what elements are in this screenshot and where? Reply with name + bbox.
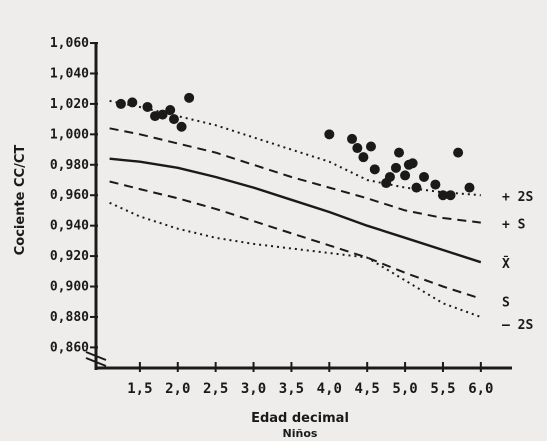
data-point: [165, 105, 176, 115]
data-point: [184, 92, 195, 103]
curve-label: + S: [502, 218, 526, 233]
x-tick-label: 5,5: [430, 381, 455, 397]
data-point: [115, 98, 126, 109]
curve-3: [109, 180, 482, 300]
y-tick-labels: 0,860 0,880 0,900 0,920 0,940 0,960 0,980 1,000…: [50, 36, 98, 355]
curve-label: + 2S: [502, 190, 533, 205]
data-point: [419, 171, 430, 182]
data-point: [390, 162, 401, 173]
reference-curves: [109, 99, 482, 318]
data-point: [464, 182, 475, 193]
x-tick-label: 3,0: [241, 381, 266, 397]
curve-label: S: [502, 296, 510, 311]
data-point: [142, 101, 153, 112]
x-tick-label: 6,0: [468, 381, 493, 397]
data-point: [358, 152, 369, 163]
data-point: [150, 111, 161, 122]
curve-label: X̄: [502, 256, 510, 272]
data-point: [157, 109, 168, 120]
x-tick-label: 2,0: [165, 381, 190, 397]
y-axis: [85, 42, 107, 370]
data-point: [369, 164, 380, 175]
x-tick-labels: 1,5 2,0 2,5 3,0 3,5 4,0 4,5 5,0 5,5 6,0: [127, 362, 493, 397]
data-point: [347, 133, 358, 144]
x-tick-label: 2,5: [203, 381, 228, 397]
data-point: [453, 147, 464, 158]
y-tick-label: 0,920: [50, 249, 89, 264]
y-tick-label: 0,880: [50, 310, 89, 325]
data-point: [127, 97, 138, 108]
x-tick-label: 5,0: [392, 381, 417, 397]
x-axis-title: Edad decimal: [251, 411, 349, 426]
curve-2: [109, 157, 482, 264]
data-points: [115, 92, 475, 201]
y-tick-label: 0,940: [50, 219, 89, 234]
data-point: [411, 182, 422, 193]
x-tick-label: 1,5: [127, 381, 152, 397]
data-point: [430, 179, 441, 190]
data-point: [407, 158, 418, 169]
curve-labels: + 2S + S X̄ S — 2S: [502, 190, 533, 333]
data-point: [400, 170, 411, 181]
y-tick-label: 0,900: [50, 280, 89, 295]
x-tick-label: 4,0: [317, 381, 342, 397]
x-tick-label: 4,5: [355, 381, 380, 397]
data-point: [168, 114, 179, 125]
y-tick-label: 0,860: [50, 340, 89, 355]
x-tick-label: 3,5: [279, 381, 304, 397]
curve-1: [109, 127, 481, 224]
data-point: [352, 143, 363, 154]
curve-label: — 2S: [502, 318, 533, 333]
x-axis-subtitle: Niños: [283, 427, 318, 440]
data-point: [437, 190, 448, 201]
y-tick-label: 1,040: [50, 66, 89, 81]
data-point: [394, 147, 405, 158]
data-point: [445, 190, 456, 201]
y-tick-label: 1,060: [50, 36, 89, 51]
axis-break-mark: [85, 351, 107, 367]
data-point: [324, 129, 335, 140]
y-axis-title: Cociente CC/CT: [13, 145, 28, 256]
y-tick-label: 1,020: [50, 97, 89, 112]
y-tick-label: 1,000: [50, 127, 89, 142]
y-tick-label: 0,980: [50, 158, 89, 173]
curve-4: [109, 201, 482, 318]
data-point: [365, 141, 376, 152]
data-point: [176, 121, 187, 132]
data-point: [384, 171, 395, 182]
y-tick-label: 0,960: [50, 188, 89, 203]
